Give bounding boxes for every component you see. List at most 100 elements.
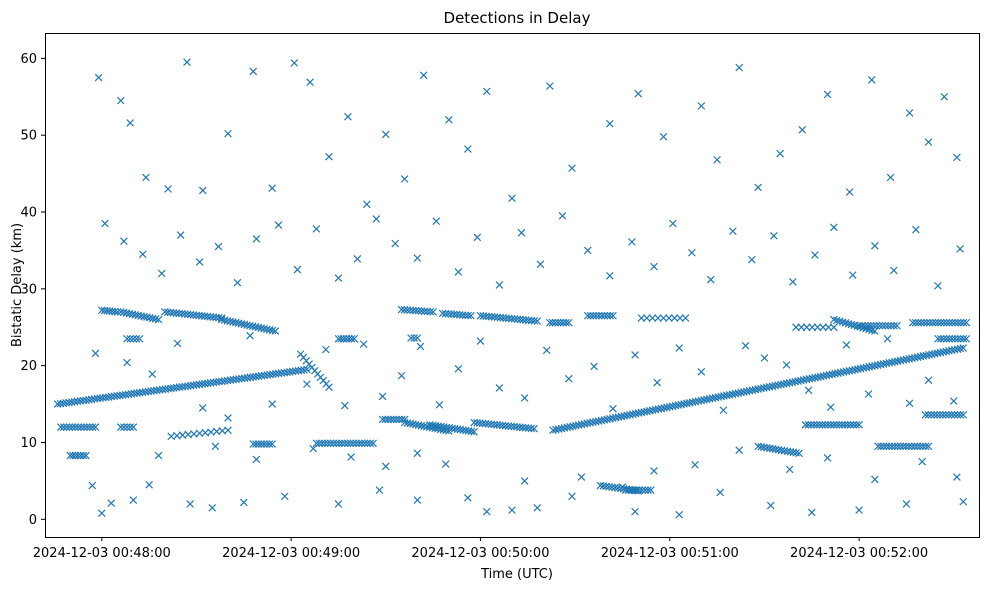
data-point (590, 362, 598, 371)
data-point (482, 87, 491, 96)
data-point (942, 334, 951, 343)
data-point (359, 340, 368, 348)
data-point (132, 334, 141, 343)
data-point (801, 421, 810, 429)
data-point (908, 354, 916, 363)
data-point (792, 323, 800, 332)
data-point (748, 386, 757, 395)
data-point (609, 404, 617, 413)
data-point (120, 423, 128, 431)
data-points (53, 58, 971, 519)
data-point (350, 334, 359, 343)
data-point (770, 232, 778, 240)
data-point (577, 420, 586, 429)
data-point (226, 317, 234, 326)
data-point (369, 439, 377, 448)
data-point (347, 453, 355, 461)
data-point (928, 318, 937, 327)
data-point (905, 109, 914, 117)
data-point (768, 382, 777, 391)
data-point (794, 377, 802, 385)
data-point (321, 439, 329, 448)
data-point (910, 353, 919, 362)
data-point (131, 311, 140, 319)
data-point (260, 324, 268, 333)
data-point (80, 423, 88, 431)
data-point (754, 183, 762, 192)
data-point (464, 311, 472, 320)
data-point (609, 311, 617, 320)
data-point (257, 440, 266, 448)
data-point (848, 366, 856, 375)
data-point (659, 314, 668, 322)
data-point (700, 396, 708, 404)
data-point (352, 439, 360, 448)
data-point (400, 175, 409, 183)
data-point (771, 381, 780, 390)
data-point (143, 313, 151, 322)
data-point (583, 246, 592, 255)
data-point (940, 92, 949, 101)
data-point (956, 344, 965, 353)
data-point (445, 427, 453, 435)
data-point (677, 400, 686, 409)
data-point (546, 318, 554, 327)
data-point (697, 367, 706, 376)
data-point (243, 321, 251, 329)
data-point (274, 221, 283, 229)
data-point (357, 439, 366, 448)
y-tick-label: 50 (20, 129, 37, 144)
data-point (640, 408, 649, 416)
data-point (71, 423, 80, 431)
data-point (229, 318, 237, 326)
data-point (757, 443, 765, 451)
data-point (788, 378, 797, 387)
data-point (923, 318, 931, 327)
data-point (82, 451, 90, 460)
data-point (668, 402, 677, 411)
data-point (592, 311, 600, 320)
data-point (378, 392, 387, 401)
data-point (930, 411, 938, 419)
data-point (876, 360, 885, 369)
data-point (789, 278, 797, 286)
data-point (340, 401, 349, 410)
data-point (936, 334, 945, 343)
data-point (97, 509, 106, 518)
data-point (722, 391, 731, 400)
data-point (734, 389, 743, 397)
data-point (268, 326, 277, 335)
data-point (429, 308, 437, 316)
data-point (785, 378, 794, 387)
data-point (135, 334, 144, 343)
data-point (495, 384, 504, 392)
data-point (564, 374, 573, 383)
data-point (220, 316, 229, 325)
data-point (937, 318, 945, 327)
data-point (921, 442, 930, 451)
data-point (123, 423, 131, 431)
data-point (594, 417, 603, 425)
data-point (824, 323, 833, 332)
data-point (303, 365, 311, 374)
data-point (762, 383, 771, 392)
data-point (126, 423, 135, 431)
data-point (580, 420, 589, 428)
data-point (134, 311, 143, 320)
data-point (360, 439, 369, 448)
data-point (808, 374, 817, 383)
data-point (586, 418, 594, 427)
data-point (246, 331, 254, 340)
data-point (890, 321, 898, 330)
data-point (877, 442, 885, 451)
data-point (754, 385, 762, 393)
data-point (882, 359, 891, 368)
data-point (902, 355, 911, 364)
data-point (855, 421, 863, 429)
data-point (325, 383, 333, 392)
data-point (828, 370, 837, 379)
data-point (867, 76, 876, 84)
data-point (558, 212, 567, 220)
data-point (224, 414, 232, 422)
data-point (959, 318, 968, 327)
